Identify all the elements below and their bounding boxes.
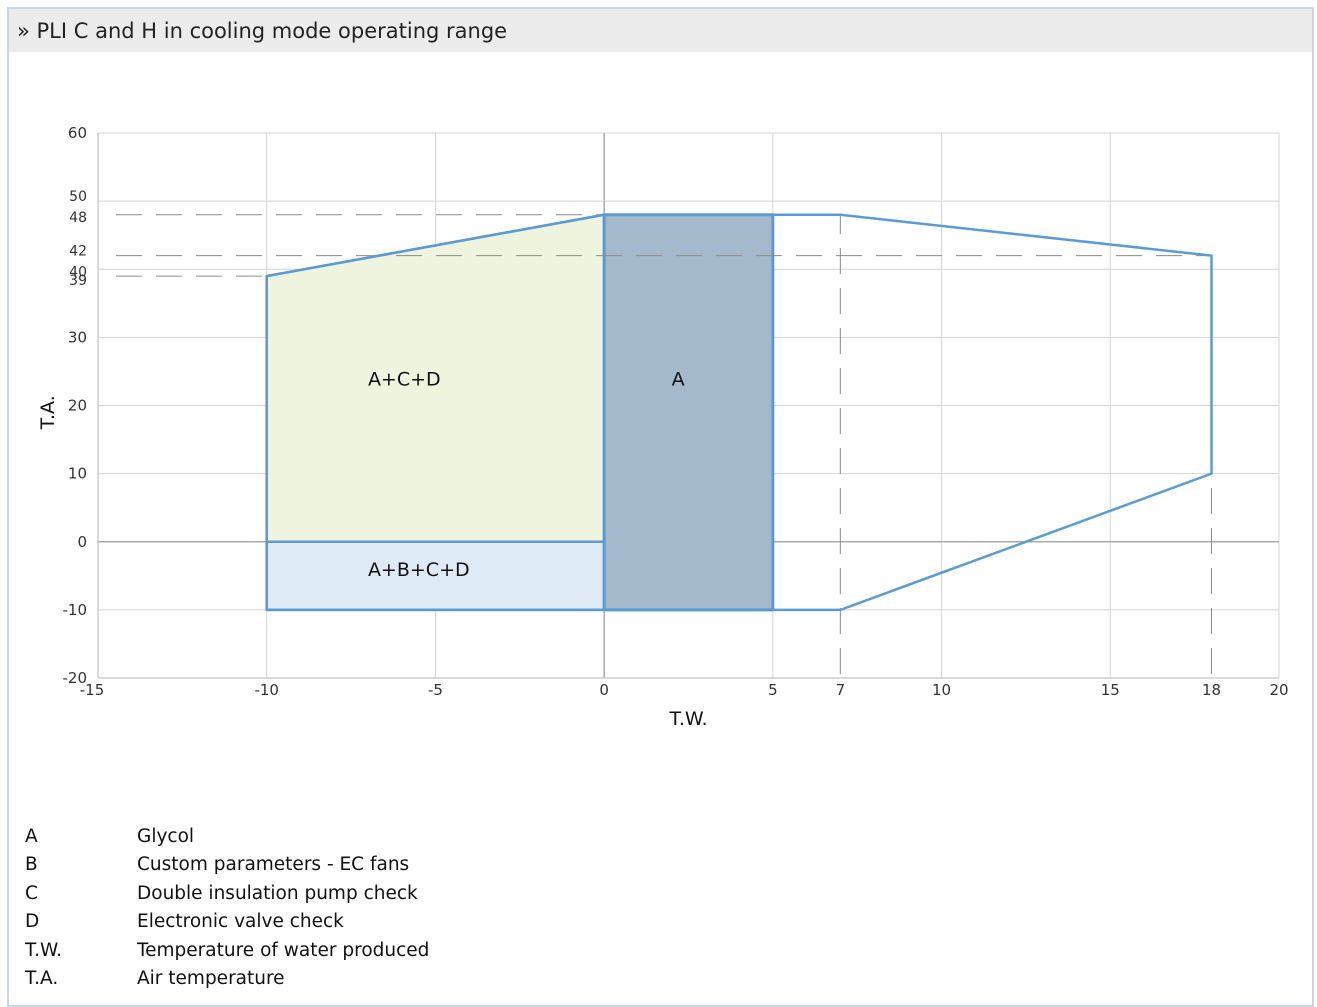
y-tick-label: 10 (68, 465, 87, 483)
legend-key: D (25, 911, 40, 933)
x-tick-label: 10 (932, 681, 951, 699)
region-a (602, 213, 775, 612)
y-tick-label: 42 (69, 244, 87, 260)
y-tick-label: -20 (63, 669, 88, 687)
legend-row-d: D Electronic valve check (25, 908, 429, 937)
y-tick-label: 60 (68, 124, 87, 142)
x-tick-label: 0 (599, 681, 609, 699)
x-tick-label: -5 (428, 681, 443, 699)
legend-text: Double insulation pump check (137, 882, 418, 904)
legend-key: T.A. (25, 968, 59, 990)
legend-key: B (25, 854, 38, 876)
legend-text: Electronic valve check (137, 911, 344, 933)
y-tick-label: 50 (69, 189, 87, 205)
operating-envelope (265, 213, 1213, 612)
y-tick-label: -10 (63, 601, 88, 619)
panel-header: » PLI C and H in cooling mode operating … (9, 9, 1312, 52)
y-axis-title: T.A. (37, 395, 59, 430)
legend: A Glycol B Custom parameters - EC fans C… (25, 822, 429, 993)
x-tick-label: 18 (1202, 681, 1221, 699)
legend-row-b: B Custom parameters - EC fans (25, 851, 429, 880)
x-tick-label: -10 (254, 681, 279, 699)
legend-key: T.W. (25, 939, 63, 961)
page-title: » PLI C and H in cooling mode operating … (17, 19, 508, 43)
legend-row-tw: T.W. Temperature of water produced (25, 936, 429, 965)
legend-text: Custom parameters - EC fans (137, 854, 410, 876)
legend-row-ta: T.A. Air temperature (25, 965, 429, 994)
legend-text: Glycol (137, 825, 195, 847)
x-tick-label: -15 (80, 681, 105, 699)
x-tick-label: 15 (1101, 681, 1120, 699)
region-label: A (672, 368, 685, 390)
y-tick-label: 20 (68, 397, 87, 415)
x-tick-label: 20 (1269, 681, 1288, 699)
y-tick-label: 30 (68, 328, 87, 346)
legend-row-a: A Glycol (25, 822, 429, 851)
legend-text: Temperature of water produced (137, 939, 430, 961)
operating-range-chart: A+C+DA+B+C+DA-20-100102030394042485060-1… (37, 124, 1289, 730)
legend-key: C (25, 882, 38, 904)
x-tick-label: 5 (768, 681, 778, 699)
x-tick-label: 7 (836, 681, 846, 699)
y-tick-label: 0 (77, 533, 87, 551)
y-tick-label: 48 (69, 210, 87, 226)
region-label: A+C+D (368, 368, 441, 390)
legend-key: A (25, 825, 38, 847)
legend-text: Air temperature (137, 968, 285, 990)
y-tick-label: 40 (69, 264, 87, 280)
y-tick-label: 39 (69, 273, 87, 289)
legend-row-c: C Double insulation pump check (25, 879, 429, 908)
x-axis-title: T.W. (668, 708, 707, 730)
region-label: A+B+C+D (368, 559, 470, 581)
